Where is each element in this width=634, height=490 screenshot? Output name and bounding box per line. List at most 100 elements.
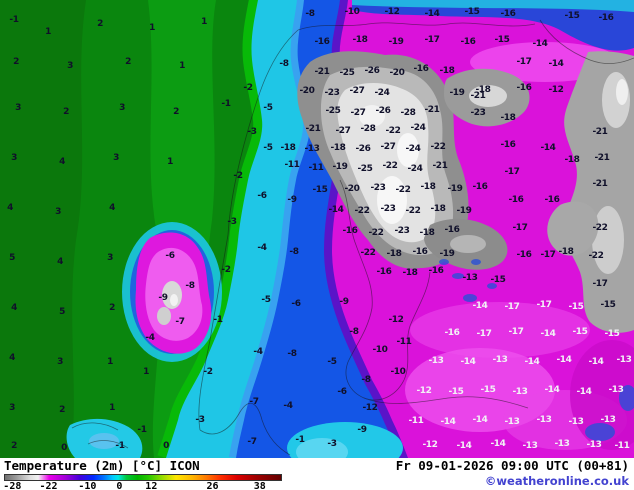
temp-value-label: -23: [470, 108, 486, 118]
temp-value-label: -5: [327, 357, 337, 367]
temp-value-label: -24: [407, 164, 423, 174]
temp-value-label: 3: [11, 153, 17, 163]
temp-value-label: -13: [616, 355, 632, 365]
temp-value-label: -14: [472, 415, 488, 425]
temp-value-label: -14: [328, 205, 344, 215]
temp-value-label: -13: [492, 355, 508, 365]
temp-value-label: -17: [504, 302, 520, 312]
temp-value-label: -26: [375, 106, 391, 116]
temp-value-label: -3: [227, 217, 237, 227]
temp-value-label: -1: [213, 315, 223, 325]
legend-tick-label: 0: [116, 481, 123, 490]
temp-value-label: -17: [592, 279, 608, 289]
temp-value-label: -14: [490, 439, 506, 449]
temp-value-label: -14: [576, 387, 592, 397]
temp-value-label: -22: [395, 185, 411, 195]
temp-value-label: -4: [283, 401, 293, 411]
temp-value-label: -22: [354, 206, 370, 216]
temp-value-label: -18: [386, 249, 402, 259]
temp-value-label: -21: [592, 179, 608, 189]
temp-value-label: 3: [113, 153, 119, 163]
temp-value-label: -22: [430, 142, 446, 152]
temp-value-label: -27: [350, 108, 366, 118]
temp-value-label: -16: [412, 247, 428, 257]
temp-value-label: -10: [390, 367, 406, 377]
temp-value-label: -24: [405, 144, 421, 154]
temp-value-label: -23: [380, 204, 396, 214]
temp-value-label: -16: [500, 140, 516, 150]
temp-value-label: -18: [402, 268, 418, 278]
temp-value-label: -2: [233, 171, 243, 181]
temp-value-label: -17: [424, 35, 440, 45]
temp-value-label: -21: [305, 124, 321, 134]
temp-value-label: 4: [57, 257, 63, 267]
temp-value-label: 3: [67, 61, 73, 71]
temp-value-label: -3: [247, 127, 257, 137]
temp-value-label: -24: [374, 88, 390, 98]
temp-value-label: -12: [422, 440, 438, 450]
temp-value-label: -18: [475, 85, 491, 95]
temp-value-label: -18: [280, 143, 296, 153]
temp-value-label: -16: [516, 250, 532, 260]
temp-value-label: -16: [544, 195, 560, 205]
extreme-cold-gray-cores: [297, 51, 634, 333]
temp-value-label: -11: [396, 337, 412, 347]
temp-value-label: 4: [9, 353, 15, 363]
temp-value-label: -14: [524, 357, 540, 367]
temp-value-label: -8: [361, 375, 371, 385]
temp-value-label: -10: [344, 7, 360, 17]
temp-value-label: -6: [257, 191, 267, 201]
temp-value-label: -9: [357, 425, 367, 435]
temp-value-label: -7: [249, 397, 259, 407]
temp-value-label: -25: [339, 68, 355, 78]
temp-value-label: -1: [137, 425, 147, 435]
temp-value-label: -15: [480, 385, 496, 395]
temp-value-label: -16: [342, 226, 358, 236]
temp-value-label: -13: [608, 385, 624, 395]
temp-value-label: -4: [145, 333, 155, 343]
temp-value-label: -9: [287, 195, 297, 205]
temp-value-label: 1: [201, 17, 207, 27]
temp-value-label: 0: [61, 443, 67, 453]
temp-value-label: 2: [59, 405, 65, 415]
temp-value-label: -8: [305, 9, 315, 19]
temp-value-label: -15: [464, 7, 480, 17]
temp-value-label: -24: [410, 123, 426, 133]
temp-value-label: -18: [439, 66, 455, 76]
temp-value-label: -28: [400, 108, 416, 118]
temp-value-label: -17: [512, 223, 528, 233]
temp-value-label: -7: [175, 317, 185, 327]
temp-value-label: -14: [532, 39, 548, 49]
temperature-map: -1 1 2 1 1 2 3 2 1 3 2 3 2 -1 3 4 3 1 4 3 4 5 4 3 4 5 2 4 3 1 1 3 2 1 2 0 -1…: [0, 0, 634, 458]
temp-value-label: -14: [460, 357, 476, 367]
temp-value-label: -16: [376, 267, 392, 277]
temp-value-label: 4: [11, 303, 17, 313]
map-graphic: [0, 0, 634, 458]
temp-value-label: -8: [289, 247, 299, 257]
temp-value-label: -13: [512, 387, 528, 397]
temp-value-label: -21: [424, 105, 440, 115]
temp-value-label: -12: [388, 315, 404, 325]
map-title: Temperature (2m) [°C] ICON: [4, 458, 200, 473]
temp-value-label: -21: [470, 91, 486, 101]
temp-value-label: -13: [568, 417, 584, 427]
temp-value-label: -15: [490, 275, 506, 285]
temp-value-label: -22: [368, 228, 384, 238]
legend-ticks: -28 -22 -10 0 12 26 38: [3, 481, 282, 490]
temp-value-label: -26: [355, 144, 371, 154]
temp-value-label: -15: [448, 387, 464, 397]
temp-value-label: -18: [430, 204, 446, 214]
temp-value-label: -15: [568, 302, 584, 312]
temp-value-label: -17: [536, 300, 552, 310]
temp-value-label: -13: [504, 417, 520, 427]
temp-value-label: -13: [554, 439, 570, 449]
temp-value-label: -23: [394, 226, 410, 236]
temp-value-label: -22: [588, 251, 604, 261]
legend-gradient-bar: [4, 474, 282, 481]
temp-value-label: 1: [167, 157, 173, 167]
temp-value-label: 1: [45, 27, 51, 37]
temp-value-label: -19: [332, 162, 348, 172]
temp-value-label: 4: [109, 203, 115, 213]
temp-value-label: 3: [15, 103, 21, 113]
temp-value-label: -19: [388, 37, 404, 47]
